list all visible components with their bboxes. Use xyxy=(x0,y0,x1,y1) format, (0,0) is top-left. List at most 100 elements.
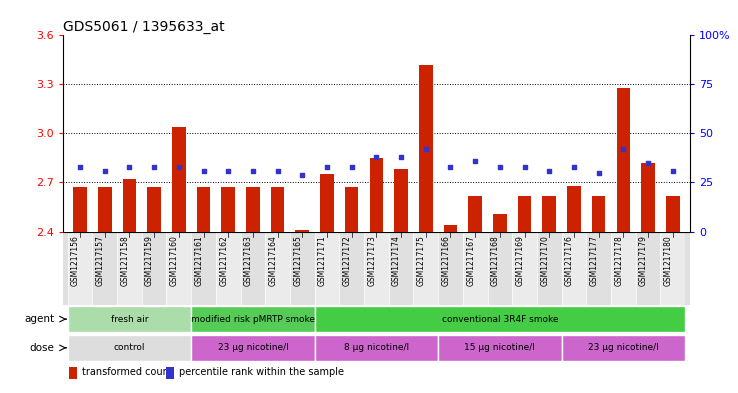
Bar xyxy=(320,174,334,231)
Point xyxy=(543,167,555,174)
Text: GSM1217171: GSM1217171 xyxy=(318,235,327,286)
Text: 15 μg nicotine/l: 15 μg nicotine/l xyxy=(464,343,535,353)
Text: GSM1217160: GSM1217160 xyxy=(170,235,179,286)
Text: 8 μg nicotine/l: 8 μg nicotine/l xyxy=(344,343,409,353)
Bar xyxy=(345,187,359,231)
Bar xyxy=(241,231,265,305)
Text: dose: dose xyxy=(30,343,54,353)
Bar xyxy=(493,213,507,231)
Text: GSM1217158: GSM1217158 xyxy=(120,235,129,286)
Bar xyxy=(197,187,210,231)
Bar xyxy=(68,231,92,305)
Bar xyxy=(191,231,215,305)
Text: GSM1217161: GSM1217161 xyxy=(195,235,204,286)
Point xyxy=(198,167,210,174)
Text: GSM1217179: GSM1217179 xyxy=(639,235,648,286)
Text: GSM1217167: GSM1217167 xyxy=(466,235,475,286)
Bar xyxy=(419,65,432,231)
Point xyxy=(618,146,630,152)
Point xyxy=(568,163,580,170)
Bar xyxy=(123,179,137,231)
Text: GSM1217162: GSM1217162 xyxy=(219,235,228,286)
Text: GSM1217177: GSM1217177 xyxy=(590,235,599,286)
Bar xyxy=(635,231,661,305)
Bar xyxy=(290,231,314,305)
Bar xyxy=(92,231,117,305)
Bar xyxy=(616,88,630,231)
Bar xyxy=(661,231,685,305)
Bar xyxy=(167,231,191,305)
Point xyxy=(173,163,184,170)
Bar xyxy=(512,231,537,305)
Bar xyxy=(69,367,77,379)
Bar xyxy=(611,231,635,305)
Bar xyxy=(586,231,611,305)
Point xyxy=(593,169,604,176)
Point xyxy=(321,163,333,170)
Point xyxy=(148,163,160,170)
Text: fresh air: fresh air xyxy=(111,315,148,323)
Point xyxy=(297,171,308,178)
Point xyxy=(247,167,259,174)
Bar xyxy=(389,231,413,305)
Point xyxy=(420,146,432,152)
Bar xyxy=(172,127,185,231)
Bar xyxy=(438,231,463,305)
Text: GSM1217173: GSM1217173 xyxy=(368,235,376,286)
Bar xyxy=(370,158,383,231)
Point xyxy=(667,167,679,174)
Bar xyxy=(488,231,512,305)
Bar xyxy=(518,196,531,231)
Bar xyxy=(221,187,235,231)
Bar xyxy=(438,335,562,361)
Bar xyxy=(265,231,290,305)
Point xyxy=(123,163,135,170)
Text: GSM1217165: GSM1217165 xyxy=(293,235,303,286)
Bar xyxy=(142,231,167,305)
Text: percentile rank within the sample: percentile rank within the sample xyxy=(179,367,344,377)
Point xyxy=(519,163,531,170)
Text: GSM1217169: GSM1217169 xyxy=(516,235,525,286)
Text: GSM1217172: GSM1217172 xyxy=(342,235,352,286)
Bar xyxy=(68,306,191,332)
Bar xyxy=(469,196,482,231)
Text: GSM1217159: GSM1217159 xyxy=(145,235,154,286)
Point xyxy=(494,163,506,170)
Bar xyxy=(117,231,142,305)
Text: control: control xyxy=(114,343,145,353)
Bar xyxy=(537,231,562,305)
Bar xyxy=(314,306,685,332)
Bar xyxy=(592,196,605,231)
Bar xyxy=(215,231,241,305)
Text: GSM1217180: GSM1217180 xyxy=(663,235,673,286)
Bar xyxy=(666,196,680,231)
Text: modified risk pMRTP smoke: modified risk pMRTP smoke xyxy=(191,315,315,323)
Bar xyxy=(542,196,556,231)
Bar xyxy=(463,231,488,305)
Text: GSM1217163: GSM1217163 xyxy=(244,235,253,286)
Text: GSM1217166: GSM1217166 xyxy=(441,235,450,286)
Bar xyxy=(191,306,314,332)
Bar xyxy=(413,231,438,305)
Text: agent: agent xyxy=(24,314,54,324)
Text: 23 μg nicotine/l: 23 μg nicotine/l xyxy=(588,343,659,353)
Point xyxy=(346,163,358,170)
Point xyxy=(272,167,283,174)
Bar xyxy=(98,187,111,231)
Bar xyxy=(191,335,314,361)
Point xyxy=(74,163,86,170)
Bar xyxy=(394,169,408,231)
Point xyxy=(469,158,481,164)
Text: GSM1217174: GSM1217174 xyxy=(392,235,401,286)
Text: GSM1217175: GSM1217175 xyxy=(417,235,426,286)
Bar xyxy=(73,187,87,231)
Bar xyxy=(246,187,260,231)
Bar xyxy=(166,367,174,379)
Text: transformed count: transformed count xyxy=(82,367,173,377)
Text: 23 μg nicotine/l: 23 μg nicotine/l xyxy=(218,343,289,353)
Point xyxy=(395,154,407,160)
Point xyxy=(222,167,234,174)
Text: GSM1217156: GSM1217156 xyxy=(71,235,80,286)
Bar xyxy=(339,231,364,305)
Bar xyxy=(271,187,284,231)
